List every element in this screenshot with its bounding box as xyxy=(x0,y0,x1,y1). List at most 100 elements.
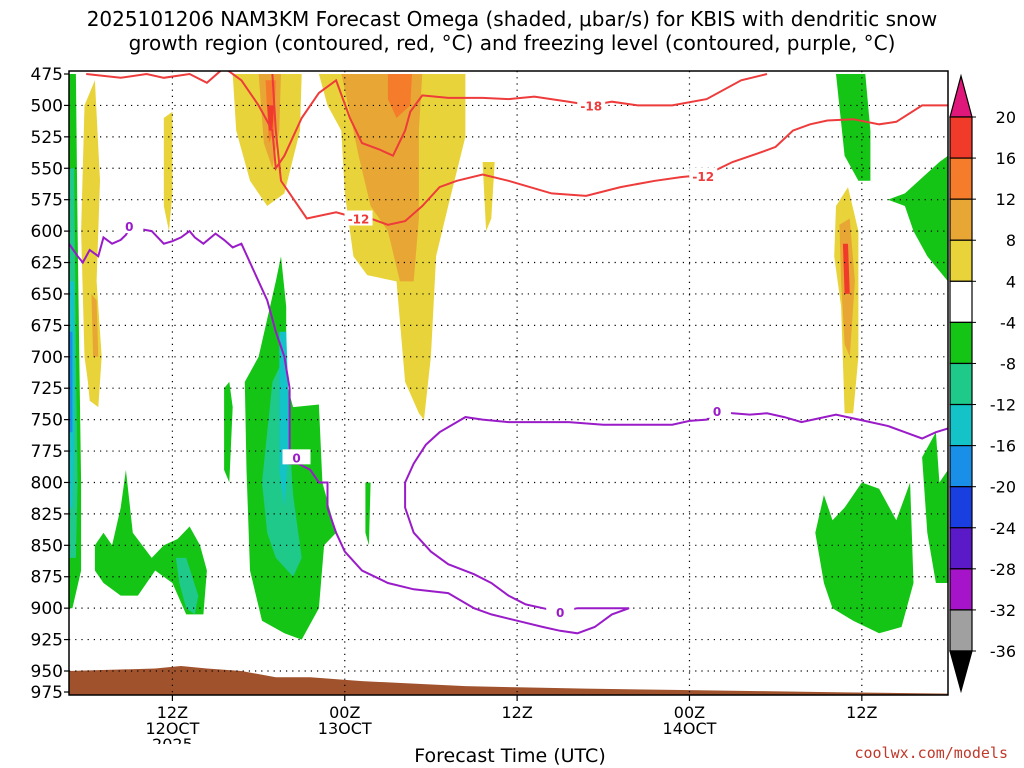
omega-shading xyxy=(69,74,948,640)
colorbar-bottom-arrow xyxy=(949,650,973,694)
colorbar-bin xyxy=(949,116,973,159)
omega-region xyxy=(836,74,871,181)
x-tick-label: 13OCT xyxy=(318,719,372,738)
colorbar-bin xyxy=(949,609,973,652)
contour-label: -18 xyxy=(580,99,602,113)
omega-region xyxy=(365,482,371,546)
chart-title-line1: 2025101206 NAM3KM Forecast Omega (shaded… xyxy=(86,7,938,31)
omega-region xyxy=(815,482,914,634)
terrain-fill xyxy=(69,666,948,695)
colorbar-bin xyxy=(949,403,973,447)
colorbar-bin xyxy=(949,445,973,488)
colorbar-label: -28 xyxy=(990,560,1016,579)
colorbar-label: -24 xyxy=(990,519,1016,538)
contour-label-bg xyxy=(282,449,311,465)
x-axis: 12Z12OCT202500Z13OCT12Z00Z14OCT12Z xyxy=(145,695,878,744)
colorbar-label: 16 xyxy=(996,149,1016,168)
y-tick-label: 475 xyxy=(31,65,63,85)
contour-label: -12 xyxy=(692,170,714,184)
colorbar-bin xyxy=(949,527,973,570)
omega-region xyxy=(175,557,199,615)
x-tick-label: 2025 xyxy=(152,735,193,744)
gridlines xyxy=(69,71,948,695)
y-tick-label: 950 xyxy=(31,662,63,682)
y-tick-label: 700 xyxy=(31,348,63,368)
x-axis-title: Forecast Time (UTC) xyxy=(414,745,606,767)
colorbar-bin xyxy=(949,239,973,282)
y-tick-label: 625 xyxy=(31,254,63,274)
x-tick-label: 14OCT xyxy=(663,719,717,738)
x-tick-label: 12Z xyxy=(501,703,532,722)
omega-region xyxy=(163,111,173,232)
x-tick-label: 12Z xyxy=(157,703,188,722)
contour-label-bg xyxy=(344,210,373,226)
y-tick-label: 825 xyxy=(31,505,63,525)
colorbar-label: -32 xyxy=(990,601,1016,620)
contour-label: 0 xyxy=(713,405,721,419)
x-tick-label: 12OCT xyxy=(145,719,199,738)
y-tick-label: 900 xyxy=(31,599,63,619)
y-tick-label: 775 xyxy=(31,442,63,462)
colorbar-label: -8 xyxy=(1000,354,1016,373)
colorbar-label: -4 xyxy=(1000,313,1016,332)
y-tick-label: 525 xyxy=(31,128,63,148)
omega-region xyxy=(922,432,948,583)
colorbar-bin xyxy=(949,568,973,611)
y-tick-label: 850 xyxy=(31,536,63,556)
contour-label-bg xyxy=(115,218,144,234)
y-tick-label: 575 xyxy=(31,191,63,211)
x-tick-label: 12Z xyxy=(846,703,877,722)
plot-area xyxy=(69,71,948,695)
colorbar-bin xyxy=(949,486,973,529)
y-tick-label: 550 xyxy=(31,159,63,179)
freezing-level-line xyxy=(69,227,948,635)
contour-label: 0 xyxy=(556,606,564,620)
chart-title-line2: growth region (contoured, red, °C) and f… xyxy=(128,31,896,55)
colorbar-top-arrow xyxy=(949,73,973,118)
colorbar-bin xyxy=(949,321,973,365)
contour-label-bg xyxy=(703,402,732,418)
x-tick-label: 00Z xyxy=(674,703,705,722)
colorbar-bin xyxy=(949,157,973,200)
plot-frame xyxy=(68,70,949,696)
omega-region xyxy=(887,155,948,282)
contour-label: 0 xyxy=(125,220,133,234)
y-tick-label: 600 xyxy=(31,222,63,242)
contour-labels: -18 -12 -12 0 0 0 0 xyxy=(115,97,732,620)
omega-region xyxy=(224,381,233,483)
contour-label-bg xyxy=(577,97,606,113)
colorbar-bin xyxy=(949,362,973,406)
colorbar-label: -20 xyxy=(990,478,1016,497)
omega-region xyxy=(482,162,495,232)
colorbar-bin xyxy=(949,280,973,323)
credit-text: coolwx.com/models xyxy=(854,744,1008,762)
omega-region xyxy=(341,74,423,282)
colorbar: 20 16 12 8 4 -4 -8 -12 -16 -20 -24 -28 -32 -36 xyxy=(949,73,1016,694)
y-tick-label: 675 xyxy=(31,316,63,336)
contour-label: -12 xyxy=(348,213,370,227)
surface-terrain xyxy=(69,666,948,695)
colorbar-label: 8 xyxy=(1006,231,1016,250)
y-tick-label: 875 xyxy=(31,568,63,588)
colorbar-bin xyxy=(949,198,973,241)
colorbar-label: 4 xyxy=(1006,272,1016,291)
contour-label: 0 xyxy=(292,451,300,465)
y-tick-label: 500 xyxy=(31,96,63,116)
y-tick-label: 650 xyxy=(31,285,63,305)
contour-label-bg xyxy=(546,603,575,619)
y-tick-label: 800 xyxy=(31,473,63,493)
colorbar-label: 20 xyxy=(996,108,1016,127)
colorbar-label: -36 xyxy=(990,642,1016,661)
contour-label-bg xyxy=(689,167,718,183)
y-axis: 475 500 525 550 575 600 625 650 675 700 725 750 775 8… xyxy=(31,65,69,703)
omega-region xyxy=(387,74,412,118)
y-tick-label: 725 xyxy=(31,379,63,399)
colorbar-label: -12 xyxy=(990,396,1016,415)
y-tick-label: 750 xyxy=(31,411,63,431)
x-tick-label: 00Z xyxy=(329,703,360,722)
chart: -18 -12 -12 0 0 0 0 475 500 525 550 575 600 625 650 67… xyxy=(31,65,1016,744)
omega-region xyxy=(842,243,850,294)
colorbar-label: -16 xyxy=(990,437,1016,456)
y-tick-label: 925 xyxy=(31,631,63,651)
y-tick-label: 975 xyxy=(31,683,63,703)
